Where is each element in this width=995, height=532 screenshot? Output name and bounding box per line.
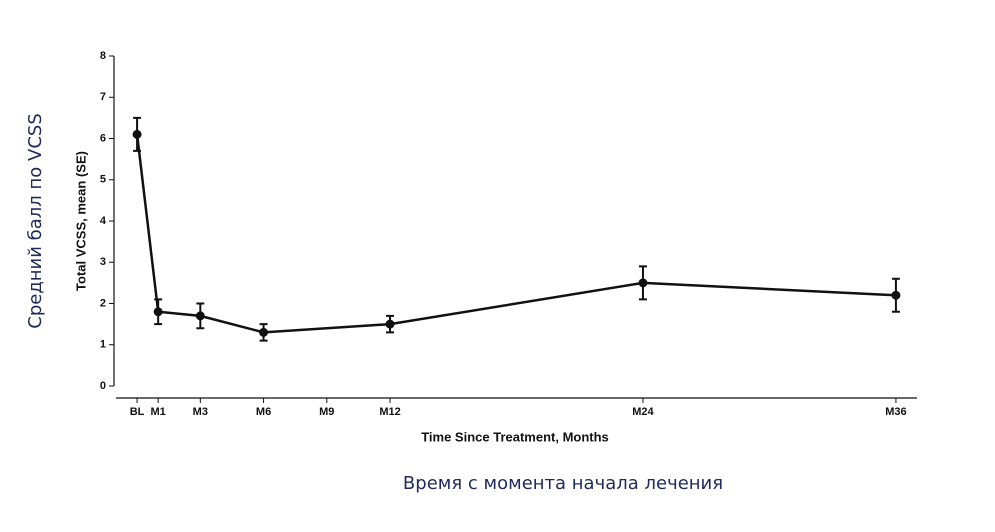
y-tick-label: 1: [100, 339, 106, 351]
y-tick-label: 0: [100, 380, 106, 392]
x-axis-label: Time Since Treatment, Months: [421, 429, 609, 444]
y-axis-label: Total VCSS, mean (SE): [73, 151, 88, 291]
data-point: [132, 129, 142, 139]
y-caption: Средний балл по VCSS: [25, 113, 46, 329]
data-point: [153, 307, 163, 317]
data-point: [259, 327, 269, 337]
y-tick-label: 3: [100, 256, 106, 268]
data-point: [638, 278, 648, 288]
data-point: [891, 290, 901, 300]
x-tick-label: M24: [632, 406, 654, 418]
y-tick-label: 7: [100, 91, 106, 103]
y-tick-label: 4: [100, 215, 107, 227]
data-point: [195, 311, 205, 321]
x-tick-label: M36: [885, 406, 906, 418]
y-tick-label: 2: [100, 297, 106, 309]
x-caption: Время с момента начала лечения: [403, 473, 723, 494]
y-tick-label: 8: [100, 50, 106, 62]
y-tick-label: 6: [100, 132, 106, 144]
y-tick-label: 5: [100, 174, 106, 186]
data-point: [385, 319, 395, 329]
data-line: [135, 134, 896, 334]
x-tick-label: M1: [151, 406, 166, 418]
x-tick-label: M3: [193, 406, 208, 418]
x-tick-label: M12: [379, 406, 400, 418]
x-tick-label: M6: [256, 406, 271, 418]
x-tick-label: BL: [130, 406, 145, 418]
x-tick-label: M9: [319, 406, 334, 418]
